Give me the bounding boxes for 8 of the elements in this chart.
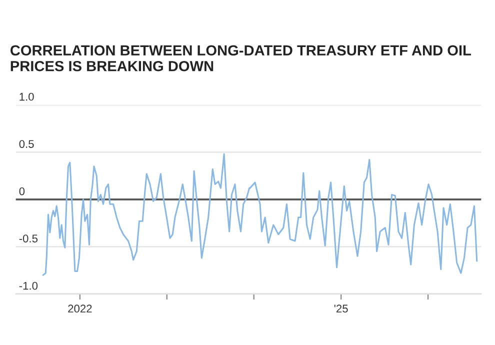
x-tick-label: '25 bbox=[334, 304, 348, 313]
y-tick-label: -0.5 bbox=[19, 234, 38, 242]
x-tick-label: 2022 bbox=[68, 304, 92, 313]
chart-subtitle: CORRELATION BETWEEN LONG-DATED TREASURY ETF AND OIL PRICES IS BREAKING DOWN bbox=[10, 45, 471, 72]
y-tick-label: -1.0 bbox=[19, 282, 38, 290]
y-tick-label: 0.5 bbox=[19, 140, 34, 148]
y-tick-label: 0 bbox=[19, 187, 25, 196]
y-tick-label: 1.0 bbox=[20, 92, 34, 101]
